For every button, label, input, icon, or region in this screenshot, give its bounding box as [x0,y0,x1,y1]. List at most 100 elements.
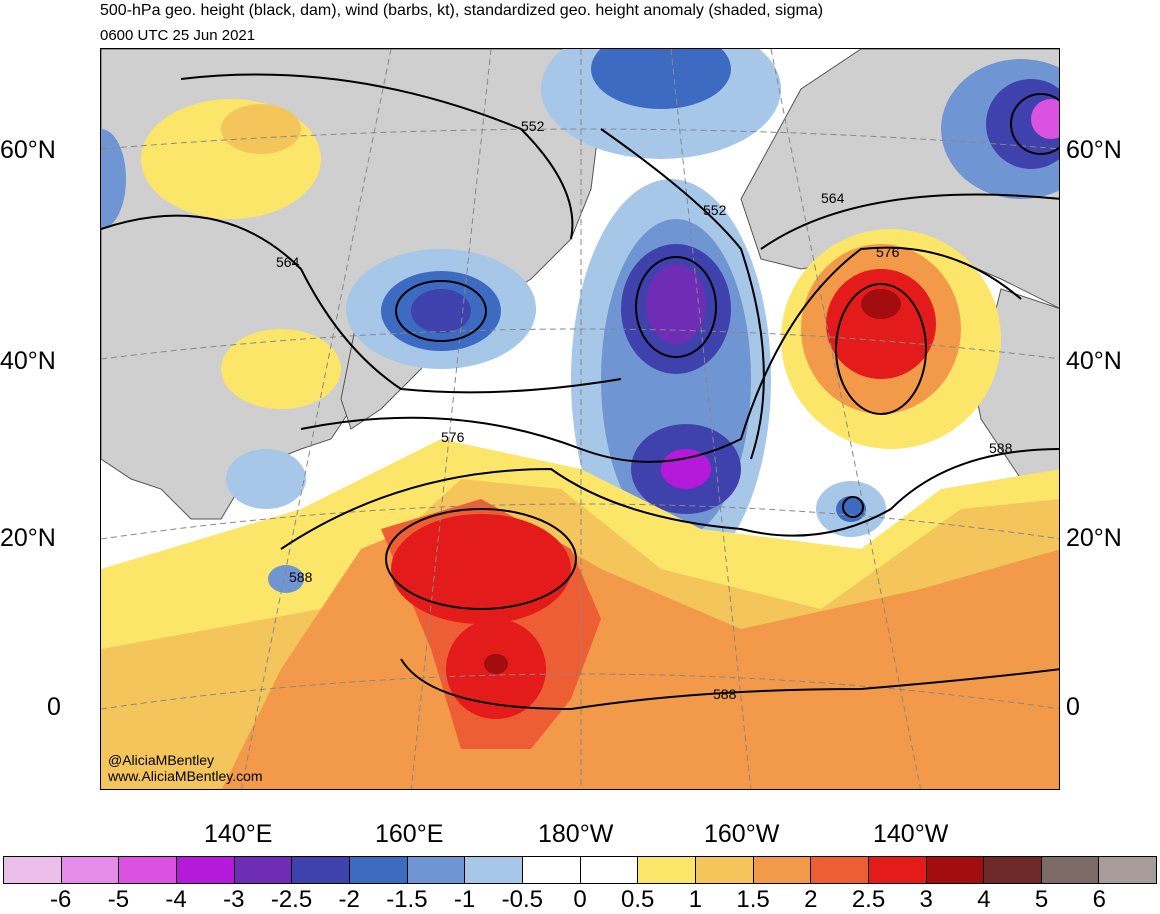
anomaly-low-central-core [646,264,706,344]
anomaly-tropics-core [391,514,571,624]
contour-label-552-a: 552 [521,118,545,134]
lat-label-0-left: 0 [47,693,61,721]
lat-label-40-right: 40°N [1066,347,1122,375]
contour-low-kamchatka [395,280,487,342]
colorbar-box [407,857,466,883]
lat-label-20-left: 20°N [0,524,56,552]
contour-small-low [842,496,864,518]
anomaly-low-kamchatka-core [411,289,471,333]
anomaly-low-blue-nw [101,129,126,229]
colorbar [3,856,1157,884]
anomaly-small-low-west [268,565,304,593]
anomaly-high-gulf-inner [826,269,936,379]
contour-label-576-a: 576 [441,429,465,445]
contour-label-564-b: 564 [821,190,845,206]
colorbar-tick-label: 4 [977,886,991,913]
colorbar-tick-label: 6 [1092,886,1106,913]
colorbar-tick-label: 5 [1034,886,1049,913]
contour-552-north [180,73,574,240]
colorbar-box [1041,857,1100,883]
colorbar-box [1099,857,1157,883]
credit-website: www.AliciaMBentley.com [108,768,263,784]
colorbar-box [753,857,812,883]
contour-high-gulf [835,283,927,415]
lon-label-160w: 160°W [704,820,780,848]
colorbar-box [61,857,120,883]
contour-588-south [400,658,1059,711]
lon-line-140e [240,49,392,789]
contour-label-552-b: 552 [703,202,727,218]
contour-564-east [760,193,1059,250]
contour-low-east [1010,93,1059,155]
colorbar-box [119,857,177,883]
contour-576 [300,246,1022,463]
contour-label-564-a: 564 [276,254,300,270]
colorbar-box [868,857,927,883]
colorbar-tick-label: 2 [804,886,818,913]
anomaly-yellow-w [221,329,341,409]
contour-564 [101,214,622,394]
lat-label-40-left: 40°N [0,347,56,375]
contour-588 [280,448,1059,550]
colorbar-box [638,857,696,883]
lon-label-180w: 180°W [538,820,614,848]
colorbar-tick-label: 1 [688,886,703,913]
height-contours [101,73,1059,711]
contour-label-588-b: 588 [289,569,313,585]
anomaly-tropics-dark [484,654,508,674]
colorbar-tick-label: -2 [338,886,360,913]
colorbar-tick-label: -0.5 [501,886,543,913]
colorbar-tick-label: 0 [573,886,587,913]
contour-label-588-c: 588 [713,686,737,702]
anomaly-layer [101,49,1059,789]
colorbar-box [811,857,869,883]
anomaly-small-low-east-core [836,496,866,522]
lon-label-140e: 140°E [204,820,273,848]
colorbar-tick-label: 0.5 [621,886,655,913]
colorbar-tick-label: -1.5 [386,886,428,913]
colorbar-tick-label: 3 [919,886,933,913]
anomaly-small-low-w2 [226,449,306,509]
credit-handle: @AliciaMBentley [108,752,215,768]
lat-label-60-left: 60°N [0,136,56,164]
colorbar-box [522,857,581,883]
colorbar-box [580,857,639,883]
map-title: 500-hPa geo. height (black, dam), wind (… [100,2,824,19]
colorbar-box [292,857,350,883]
colorbar-tick-label: -3 [223,886,245,913]
colorbar-tick-label: 2.5 [851,886,886,913]
anomaly-orange-nw [221,104,301,154]
colorbar-box [234,857,293,883]
lat-label-20-right: 20°N [1066,524,1122,552]
contour-552-mid [600,128,765,460]
anomaly-high-gulf-core [861,289,901,319]
anomaly-low-north-mid [591,49,731,109]
map-panel: 552 552 564 564 576 576 588 588 588 [100,48,1060,790]
colorbar-tick-label: -4 [165,886,187,913]
contour-label-576-b: 576 [876,244,900,260]
lon-line-160w [670,49,752,789]
lon-label-160e: 160°E [375,820,444,848]
colorbar-tick-label: -1 [453,886,476,913]
map-valid-time: 0600 UTC 25 Jun 2021 [100,27,256,44]
map-canvas: 552 552 564 564 576 576 588 588 588 [101,49,1059,789]
colorbar-tick-label: -6 [50,886,72,913]
colorbar-box [695,857,754,883]
contour-labels: 552 552 564 564 576 576 588 588 588 [276,118,1013,702]
lat-label-0-right: 0 [1066,693,1080,721]
colorbar-box [926,857,985,883]
colorbar-tick-label: -5 [107,886,130,913]
anomaly-low-south-core [661,449,711,489]
colorbar-box [4,857,62,883]
lat-label-60-right: 60°N [1066,136,1122,164]
colorbar-tick-label: 1.5 [736,886,770,913]
anomaly-low-east-core [1031,99,1059,139]
lon-line-140w [770,49,922,789]
colorbar-box [984,857,1042,883]
contour-label-588-a: 588 [989,440,1013,456]
graticule [101,49,1059,789]
lon-label-140w: 140°W [873,820,949,848]
colorbar-box [176,857,235,883]
colorbar-tick-label: -2.5 [270,886,313,913]
contour-high-tropics [385,508,577,610]
